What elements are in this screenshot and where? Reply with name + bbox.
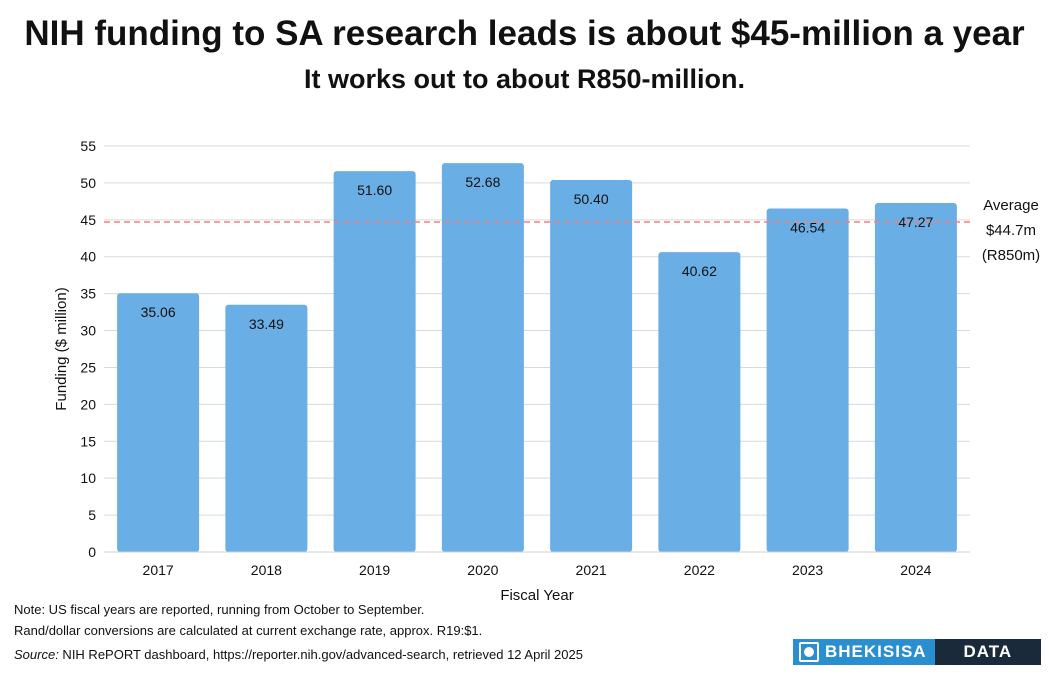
bar: [441, 163, 524, 552]
y-tick-label: 10: [80, 470, 96, 486]
x-tick-label: 2022: [684, 562, 715, 578]
bar: [333, 171, 416, 552]
bar-chart: 0 5 10 15 20 25 30 35 40 45 50 55 35.06 2017 33.49 2018…: [53, 138, 1040, 600]
note-line: Note: US fiscal years are reported, runn…: [14, 602, 425, 617]
logo-left: BHEKISISA: [793, 639, 935, 665]
bhekisisa-data-logo: BHEKISISA DATA: [793, 639, 1041, 665]
y-tick-label: 25: [80, 359, 96, 375]
x-tick-label: 2018: [251, 562, 282, 578]
data-label: 35.06: [141, 304, 176, 320]
chart-title: NIH funding to SA research leads is abou…: [24, 14, 1025, 53]
logo-right: DATA: [934, 639, 1041, 665]
source-text: NIH RePORT dashboard, https://reporter.n…: [58, 647, 583, 662]
logo-mark-icon: [799, 642, 819, 662]
x-tick-label: 2017: [143, 562, 174, 578]
y-axis-title: Funding ($ million): [53, 287, 70, 410]
data-label: 51.60: [357, 182, 392, 198]
x-tick-label: 2023: [792, 562, 823, 578]
y-tick-label: 50: [80, 175, 96, 191]
bar: [225, 304, 308, 552]
data-label: 50.40: [574, 191, 609, 207]
bar: [117, 293, 200, 552]
y-tick-label: 15: [80, 433, 96, 449]
data-label: 46.54: [790, 219, 825, 235]
chart-subtitle: It works out to about R850-million.: [303, 64, 746, 94]
x-tick-label: 2019: [359, 562, 390, 578]
data-label: 40.62: [682, 263, 717, 279]
logo-left-text: BHEKISISA: [825, 642, 927, 661]
x-axis-title: Fiscal Year: [500, 587, 573, 600]
y-tick-label: 30: [80, 323, 96, 339]
notes: Note: US fiscal years are reported, runn…: [14, 599, 482, 641]
average-label: $44.7m: [986, 222, 1036, 239]
x-tick-label: 2024: [900, 562, 931, 578]
x-tick-label: 2020: [467, 562, 498, 578]
y-tick-label: 0: [88, 544, 96, 560]
bar: [658, 252, 741, 552]
source-label: Source:: [14, 647, 59, 662]
data-label: 52.68: [465, 174, 500, 190]
x-tick-label: 2021: [576, 562, 607, 578]
y-tick-label: 40: [80, 249, 96, 265]
note-line: Rand/dollar conversions are calculated a…: [14, 623, 483, 638]
y-tick-label: 45: [80, 212, 96, 228]
bar: [550, 179, 633, 552]
average-label: (R850m): [982, 247, 1040, 264]
bar: [766, 208, 849, 552]
y-tick-label: 35: [80, 286, 96, 302]
y-tick-label: 5: [88, 507, 96, 523]
y-tick-label: 55: [80, 138, 96, 154]
source-note: Source: NIH RePORT dashboard, https://re…: [14, 647, 583, 662]
y-tick-label: 20: [80, 396, 96, 412]
average-label: Average: [983, 197, 1039, 214]
bar: [874, 203, 957, 552]
logo-right-text: DATA: [963, 642, 1013, 661]
data-label: 33.49: [249, 316, 284, 332]
